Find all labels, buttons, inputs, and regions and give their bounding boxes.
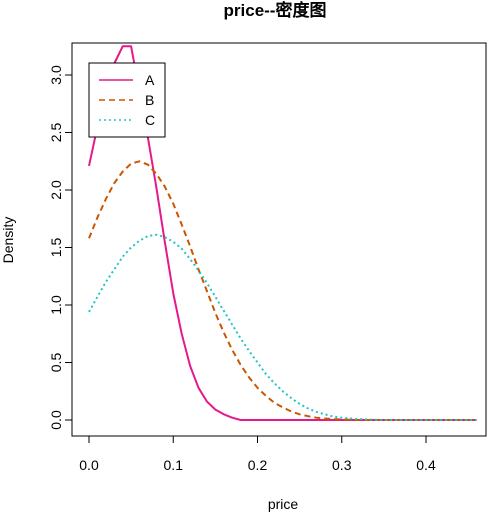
x-tick-label: 0.0 (79, 457, 99, 473)
x-tick-label: 0.1 (164, 457, 184, 473)
legend-label-b: B (145, 92, 154, 108)
y-tick-label: 2.5 (48, 123, 64, 143)
y-axis-label: Density (0, 217, 16, 264)
series-line-a (88, 45, 477, 421)
y-tick-label: 1.5 (48, 238, 64, 258)
y-tick-label: 0.5 (48, 353, 64, 373)
x-axis-label: price (268, 496, 299, 512)
y-axis: 0.0 0.5 1.0 1.5 2.0 2.5 3.0 (48, 65, 73, 430)
series-line-b (88, 160, 477, 421)
legend: ABC (88, 62, 166, 138)
y-tick-label: 1.0 (48, 295, 64, 315)
series-layer (88, 45, 477, 421)
legend-label-a: A (145, 72, 155, 88)
x-tick-label: 0.4 (416, 457, 436, 473)
x-tick-label: 0.2 (248, 457, 268, 473)
x-axis: 0.0 0.1 0.2 0.3 0.4 (79, 435, 436, 473)
legend-label-c: C (145, 112, 155, 128)
y-tick-label: 0.0 (48, 410, 64, 430)
x-tick-label: 0.3 (332, 457, 352, 473)
y-tick-label: 3.0 (48, 65, 64, 85)
chart-title: price--密度图 (224, 0, 327, 20)
series-line-c (88, 233, 477, 421)
y-tick-label: 2.0 (48, 180, 64, 200)
